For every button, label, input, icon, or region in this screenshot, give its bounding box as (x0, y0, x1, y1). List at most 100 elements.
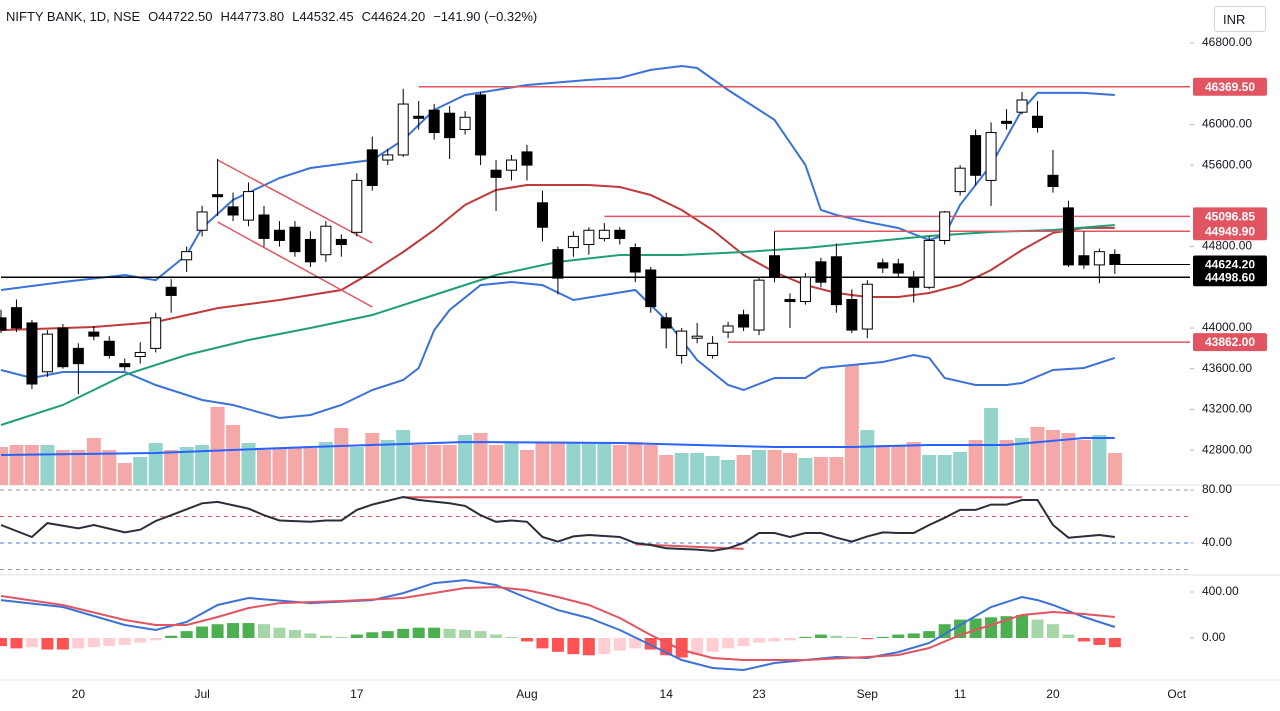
level-label: 43862.00 (1205, 335, 1255, 349)
y-tick-label: 40.00 (1202, 535, 1232, 549)
macd-histogram-bar (567, 638, 580, 655)
candle-body (0, 317, 7, 331)
macd-histogram-bar (675, 638, 688, 658)
candle-body (212, 194, 224, 198)
candle-body (41, 333, 53, 373)
volume-bar (612, 445, 627, 485)
macd-histogram-bar (830, 635, 843, 639)
symbol: NIFTY BANK, 1D, NSE (6, 9, 141, 24)
volume-bar (334, 428, 349, 485)
candle-body (1109, 253, 1121, 265)
candle-body (475, 94, 487, 156)
candle-body (26, 322, 38, 385)
volume-bar (303, 448, 318, 485)
candle-body (691, 335, 703, 339)
macd-histogram-bar (319, 635, 332, 639)
candle-body (970, 135, 982, 176)
level-label-bg (1193, 77, 1267, 96)
candle-body (815, 261, 827, 283)
macd-histogram-bar (443, 628, 456, 639)
volume-bar (55, 450, 70, 485)
volume-bar (690, 453, 705, 485)
macd-histogram-bar (335, 636, 348, 639)
y-tick-label: 0.00 (1202, 630, 1226, 644)
candle-body (459, 116, 471, 130)
volume-bar (504, 442, 519, 485)
x-tick-label: 20 (72, 687, 86, 701)
candle-body (536, 202, 548, 228)
volume-bar (999, 440, 1014, 485)
ohlc-value: H44773.80 (220, 9, 285, 24)
volume-bar (71, 450, 86, 485)
volume-bar (736, 455, 751, 485)
volume-bar (1092, 435, 1107, 485)
candle-body (923, 239, 935, 288)
y-tick-label: 42800.00 (1202, 442, 1252, 456)
candle-body (892, 263, 904, 274)
candle-body (165, 286, 177, 296)
macd-histogram-bar (1093, 638, 1106, 645)
currency-button[interactable]: INR (1214, 6, 1266, 32)
level-label: 44498.60 (1205, 270, 1255, 284)
macd-histogram-bar (304, 633, 317, 639)
macd-histogram-bar (211, 624, 224, 639)
volume-bar (458, 435, 473, 485)
volume-bar (922, 455, 937, 485)
y-tick-label: 43600.00 (1202, 361, 1252, 375)
macd-histogram-bar (1062, 634, 1075, 639)
macd-histogram-bar (985, 617, 998, 639)
volume-bar (396, 430, 411, 485)
candle-body (1001, 120, 1013, 124)
macd-histogram-bar (722, 638, 735, 649)
macd-histogram-bar (876, 636, 889, 639)
volume-bar (1030, 427, 1045, 485)
macd-histogram-bar (907, 633, 920, 639)
macd-histogram-bar (1108, 638, 1121, 648)
ohlc-value: L44532.45 (292, 9, 354, 24)
level-label-bg (1193, 207, 1267, 226)
macd-histogram-bar (691, 638, 704, 656)
macd-histogram-bar (180, 631, 193, 639)
macd-histogram-bar (923, 631, 936, 639)
macd-histogram-bar (242, 623, 255, 639)
candle-body (444, 112, 456, 139)
macd-histogram-bar (1046, 624, 1059, 639)
volume-bar (473, 433, 488, 485)
candle-body (289, 226, 301, 253)
candle-body (769, 255, 780, 278)
volume-bar (349, 447, 364, 485)
candle-body (846, 299, 858, 331)
candle-body (490, 169, 502, 178)
candle-body (753, 279, 765, 331)
candle-body (830, 256, 842, 306)
macd-histogram-bar (103, 638, 116, 647)
candle-body (707, 342, 719, 357)
volume-bar (721, 460, 736, 485)
macd-histogram-bar (149, 638, 162, 641)
macd-histogram-bar (10, 638, 23, 649)
y-tick-label: 44800.00 (1202, 239, 1252, 253)
candle-body (908, 276, 920, 288)
candle-body (1078, 255, 1090, 266)
macd-histogram-bar (165, 635, 178, 639)
volume-bar (102, 450, 117, 485)
candle-body (304, 238, 316, 263)
macd-histogram-bar (72, 638, 85, 649)
candle-body (1031, 115, 1043, 128)
macd-histogram-bar (350, 634, 363, 639)
macd-histogram-bar (799, 636, 812, 639)
y-tick-label: 46000.00 (1202, 117, 1252, 131)
macd-histogram-bar (366, 632, 379, 639)
macd-histogram-bar (845, 636, 858, 639)
macd-histogram-bar (288, 629, 301, 639)
volume-bar (875, 445, 890, 485)
candle-body (660, 317, 672, 329)
volume-bar (953, 452, 968, 485)
macd-histogram-bar (644, 638, 657, 650)
volume-bar (9, 445, 24, 485)
legend-header: NIFTY BANK, 1D, NSE O44722.50 H44773.80 L44… (6, 9, 545, 24)
macd-histogram-bar (428, 627, 441, 639)
candle-body (382, 154, 394, 161)
volume-bar (0, 447, 8, 485)
